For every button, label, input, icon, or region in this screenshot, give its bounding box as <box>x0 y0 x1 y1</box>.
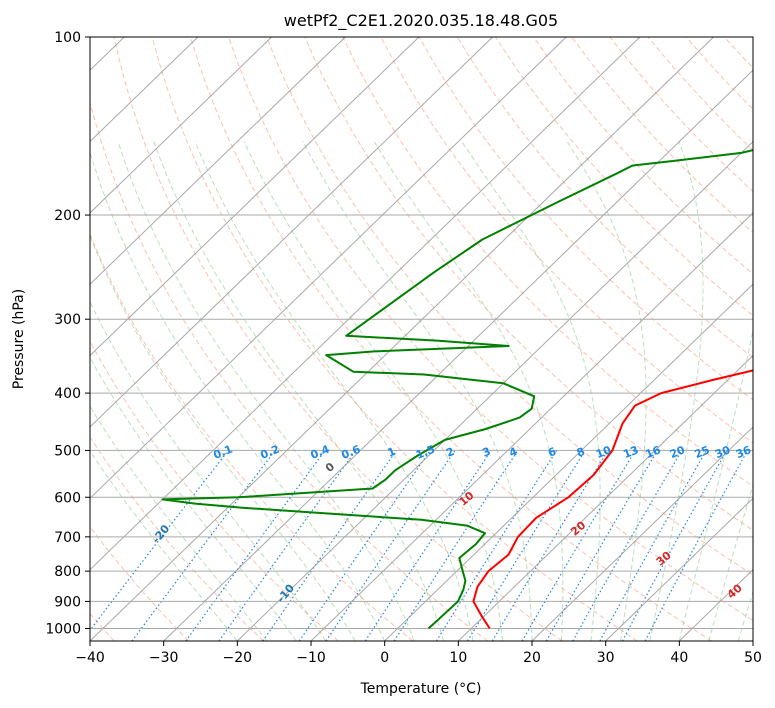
axes: −40 −30 −20 −10 0 10 20 30 40 50 100 200 300 400 500 60… <box>45 30 762 666</box>
mixing-ratio-line <box>621 450 728 641</box>
mixing-ratio-label: 25 <box>693 443 712 461</box>
mixing-ratio-line <box>298 450 431 641</box>
mixing-ratio-line <box>491 450 609 641</box>
x-tick-label: 10 <box>449 650 467 666</box>
mixing-ratio-label: 3 <box>481 445 493 460</box>
background-lines <box>90 37 775 641</box>
x-tick-label: −20 <box>223 650 253 666</box>
isotherm-line <box>457 354 753 641</box>
mixing-ratio-label: 20 <box>668 443 687 461</box>
dry-adiabat-line <box>228 37 753 621</box>
y-tick-label: 400 <box>54 386 81 402</box>
y-tick-label: 1000 <box>45 621 81 637</box>
x-tick-label: −30 <box>149 650 179 666</box>
isotherm-line <box>90 37 493 428</box>
mixing-ratio-line <box>325 450 456 641</box>
isotherm-line <box>310 212 753 641</box>
x-tick-label: 40 <box>670 650 688 666</box>
mixing-ratio-label: 10 <box>594 443 613 461</box>
y-tick-label: 700 <box>54 530 81 546</box>
isotherm-line <box>752 640 753 641</box>
mixing-ratio-label: 16 <box>644 443 663 461</box>
dry-adiabat-line <box>418 37 753 401</box>
mixing-ratio-label: 13 <box>621 443 640 461</box>
isotherm-line <box>384 283 753 641</box>
x-tick-label: −40 <box>75 650 105 666</box>
mixing-ratio-line <box>262 450 398 641</box>
isotherm-line <box>236 140 753 641</box>
mixing-ratio-label: 2 <box>444 445 456 460</box>
mixing-ratio-line <box>466 450 586 641</box>
dry-adiabat-line <box>342 37 753 487</box>
line-labels: 0.1 0.2 0.4 0.6 1 1.5 2 3 4 6 8 10 13 16 20 25 30 36-20-1… <box>150 442 754 605</box>
y-tick-label: 800 <box>54 564 81 580</box>
y-tick-label: 300 <box>54 312 81 328</box>
dry-adiabat-line <box>90 100 488 641</box>
y-tick-label: 100 <box>54 30 81 46</box>
dry-adiabat-line <box>762 37 775 641</box>
plot-frame <box>89 36 754 642</box>
isotherm-line <box>90 37 567 499</box>
dry-adiabat-line <box>90 340 339 641</box>
x-tick-label: −10 <box>296 650 326 666</box>
mixing-ratio-label: 36 <box>734 443 753 461</box>
temperature-line <box>472 369 753 630</box>
y-tick-label: 900 <box>54 594 81 610</box>
isotherm-line <box>605 497 753 641</box>
mixing-ratio-line <box>599 450 707 641</box>
mixing-ratio-label: 30 <box>713 443 732 461</box>
dewpoint-line <box>161 149 753 630</box>
isotherm-line <box>163 69 753 641</box>
dry-adiabat-line <box>304 37 753 531</box>
mixing-ratio-line <box>393 450 519 641</box>
x-tick-label: 30 <box>597 650 615 666</box>
mixing-ratio-label: 8 <box>575 445 587 460</box>
y-axis-label: Pressure (hPa) <box>11 289 27 389</box>
dry-adiabat-line <box>189 37 712 641</box>
mixing-ratio-line <box>572 450 683 641</box>
isotherm-line <box>90 37 199 143</box>
dry-adiabat-line <box>90 436 264 641</box>
mixing-ratio-line <box>364 450 492 641</box>
dry-adiabat-line <box>495 37 753 317</box>
mixing-ratio-line <box>218 450 357 641</box>
mixing-ratio-line <box>185 450 326 641</box>
mixing-ratio-label: 1 <box>386 445 398 460</box>
isotherm-line <box>90 37 272 214</box>
x-axis-label: Temperature (°C) <box>360 681 482 697</box>
dry-adiabat-line <box>151 37 638 641</box>
x-tick-label: 20 <box>523 650 541 666</box>
chart-title: wetPf2_C2E1.2020.035.18.48.G05 <box>284 11 558 31</box>
mixing-ratio-line <box>90 450 229 632</box>
isotherm-line <box>90 37 420 357</box>
x-tick-label: 0 <box>380 650 389 666</box>
series-layer <box>161 149 753 630</box>
isotherm-line <box>90 37 641 571</box>
y-tick-label: 500 <box>54 443 81 459</box>
x-tick-label: 50 <box>744 650 762 666</box>
isotherm-line <box>531 426 753 641</box>
y-tick-label: 200 <box>54 208 81 224</box>
isotherm-line <box>90 37 346 285</box>
dry-adiabat-line <box>90 526 190 641</box>
dry-adiabat-line <box>266 37 753 576</box>
y-tick-label: 600 <box>54 490 81 506</box>
